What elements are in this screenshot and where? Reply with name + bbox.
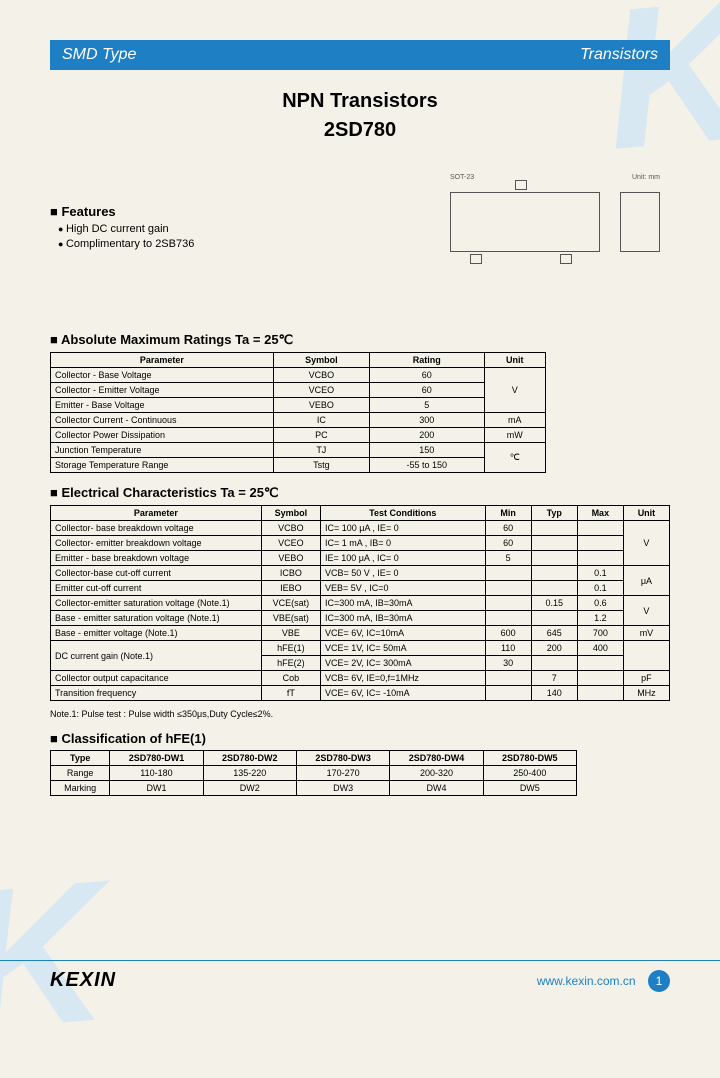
- table-row: Base - emitter voltage (Note.1)VBEVCE= 6…: [51, 626, 670, 641]
- table-row: Collector-emitter saturation voltage (No…: [51, 596, 670, 611]
- class-heading: Classification of hFE(1): [50, 731, 670, 746]
- table-row: Base - emitter saturation voltage (Note.…: [51, 611, 670, 626]
- table-row: DC current gain (Note.1)hFE(1)VCE= 1V, I…: [51, 641, 670, 656]
- feature-item: High DC current gain: [58, 223, 194, 235]
- table-row: Collector Current - ContinuousIC300mA: [51, 413, 546, 428]
- feature-item: Complimentary to 2SB736: [58, 238, 194, 250]
- pkg-side: [620, 192, 660, 252]
- title-block: NPN Transistors 2SD780: [50, 90, 670, 142]
- table-row: Parameter Symbol Test Conditions Min Typ…: [51, 506, 670, 521]
- table-row: Collector - Base VoltageVCBO60V: [51, 368, 546, 383]
- package-drawing: SOT-23 Unit: mm: [430, 172, 670, 312]
- top-row: Features High DC current gain Compliment…: [50, 172, 670, 312]
- table-row: Emitter - base breakdown voltageVEBOIE= …: [51, 551, 670, 566]
- table-row: Collector- emitter breakdown voltageVCEO…: [51, 536, 670, 551]
- table-row: Parameter Symbol Rating Unit: [51, 353, 546, 368]
- table-row: Collector- base breakdown voltageVCBOIC=…: [51, 521, 670, 536]
- table-row: Type 2SD780-DW1 2SD780-DW2 2SD780-DW3 2S…: [51, 751, 577, 766]
- table-row: MarkingDW1DW2DW3DW4DW5: [51, 781, 577, 796]
- pkg-body: [450, 192, 600, 252]
- logo: KEXIN: [50, 969, 116, 992]
- th: Parameter: [51, 353, 274, 368]
- pkg-label: SOT-23: [450, 174, 474, 181]
- banner-left: SMD Type: [62, 46, 136, 64]
- title-line2: 2SD780: [50, 119, 670, 142]
- page-number: 1: [648, 970, 670, 992]
- pkg-pin: [470, 254, 482, 264]
- amr-table: Parameter Symbol Rating Unit Collector -…: [50, 352, 546, 473]
- table-row: Junction TemperatureTJ150℃: [51, 443, 546, 458]
- table-row: Emitter - Base VoltageVEBO5: [51, 398, 546, 413]
- table-row: Collector output capacitanceCobVCB= 6V, …: [51, 671, 670, 686]
- th: Symbol: [273, 353, 369, 368]
- footer-url: www.kexin.com.cn: [537, 974, 636, 988]
- elec-heading: Electrical Characteristics Ta = 25℃: [50, 485, 670, 501]
- features-heading: Features: [50, 204, 194, 219]
- footer: KEXIN www.kexin.com.cn 1: [0, 960, 720, 992]
- pkg-pin: [515, 180, 527, 190]
- features-block: Features High DC current gain Compliment…: [50, 172, 194, 253]
- th: Unit: [484, 353, 545, 368]
- th: Rating: [369, 353, 484, 368]
- banner-right: Transistors: [580, 46, 658, 64]
- elec-note: Note.1: Pulse test : Pulse width ≤350μs,…: [50, 709, 670, 719]
- table-row: Emitter cut-off currentIEBOVEB= 5V , IC=…: [51, 581, 670, 596]
- table-row: Range110-180135-220170-270200-320250-400: [51, 766, 577, 781]
- pkg-pin: [560, 254, 572, 264]
- table-row: Collector Power DissipationPC200mW: [51, 428, 546, 443]
- table-row: Transition frequencyfTVCE= 6V, IC= -10mA…: [51, 686, 670, 701]
- table-row: Storage Temperature RangeTstg-55 to 150: [51, 458, 546, 473]
- title-line1: NPN Transistors: [50, 90, 670, 113]
- table-row: Collector - Emitter VoltageVCEO60: [51, 383, 546, 398]
- elec-table: Parameter Symbol Test Conditions Min Typ…: [50, 505, 670, 701]
- table-row: Collector-base cut-off currentICBOVCB= 5…: [51, 566, 670, 581]
- class-table: Type 2SD780-DW1 2SD780-DW2 2SD780-DW3 2S…: [50, 750, 577, 796]
- header-banner: SMD Type Transistors: [50, 40, 670, 70]
- pkg-unit: Unit: mm: [632, 174, 660, 181]
- page: SMD Type Transistors NPN Transistors 2SD…: [0, 0, 720, 834]
- amr-heading: Absolute Maximum Ratings Ta = 25℃: [50, 332, 670, 348]
